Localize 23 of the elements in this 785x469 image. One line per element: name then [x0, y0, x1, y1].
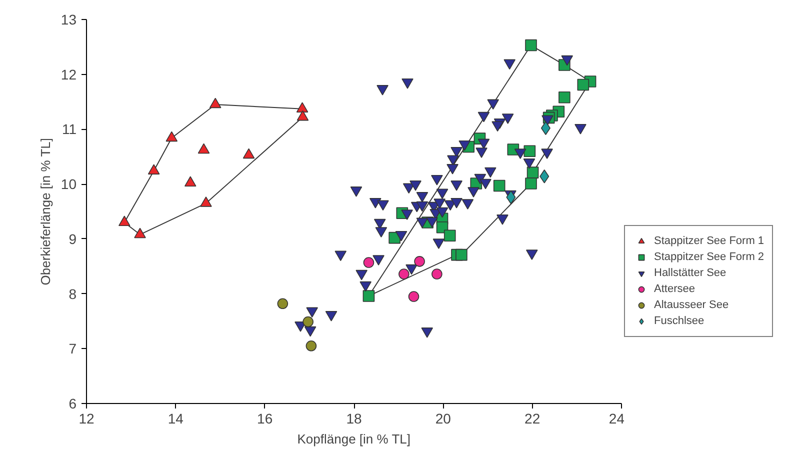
y-axis-title: Oberkieferlänge [in % TL] [38, 138, 53, 286]
x-tick-label: 22 [524, 410, 540, 426]
y-tick-label: 13 [60, 12, 77, 28]
y-tick-label: 8 [68, 286, 77, 302]
legend-label: Hallstätter See [654, 267, 726, 279]
y-tick-label: 7 [68, 340, 77, 357]
x-tick-label: 14 [168, 410, 184, 426]
y-tick-label: 10 [60, 176, 77, 192]
y-tick-label: 6 [68, 396, 77, 412]
legend-label: Stappitzer See Form 2 [654, 251, 764, 263]
legend-label: Attersee [654, 283, 695, 295]
x-tick-label: 16 [257, 410, 273, 426]
x-axis-title: Kopflänge [in % TL] [297, 432, 411, 446]
x-tick-label: 20 [435, 410, 452, 426]
y-tick-label: 9 [68, 230, 77, 247]
legend-label: Stappitzer See Form 1 [654, 235, 764, 247]
legend-label: Altausseer See [654, 299, 729, 311]
x-tick-label: 24 [608, 410, 625, 426]
x-tick-label: 18 [346, 410, 362, 426]
y-tick-label: 11 [62, 121, 77, 138]
legend-label: Fuschlsee [654, 315, 704, 327]
y-tick-label: 12 [60, 66, 77, 82]
x-tick-label: 12 [78, 410, 94, 426]
